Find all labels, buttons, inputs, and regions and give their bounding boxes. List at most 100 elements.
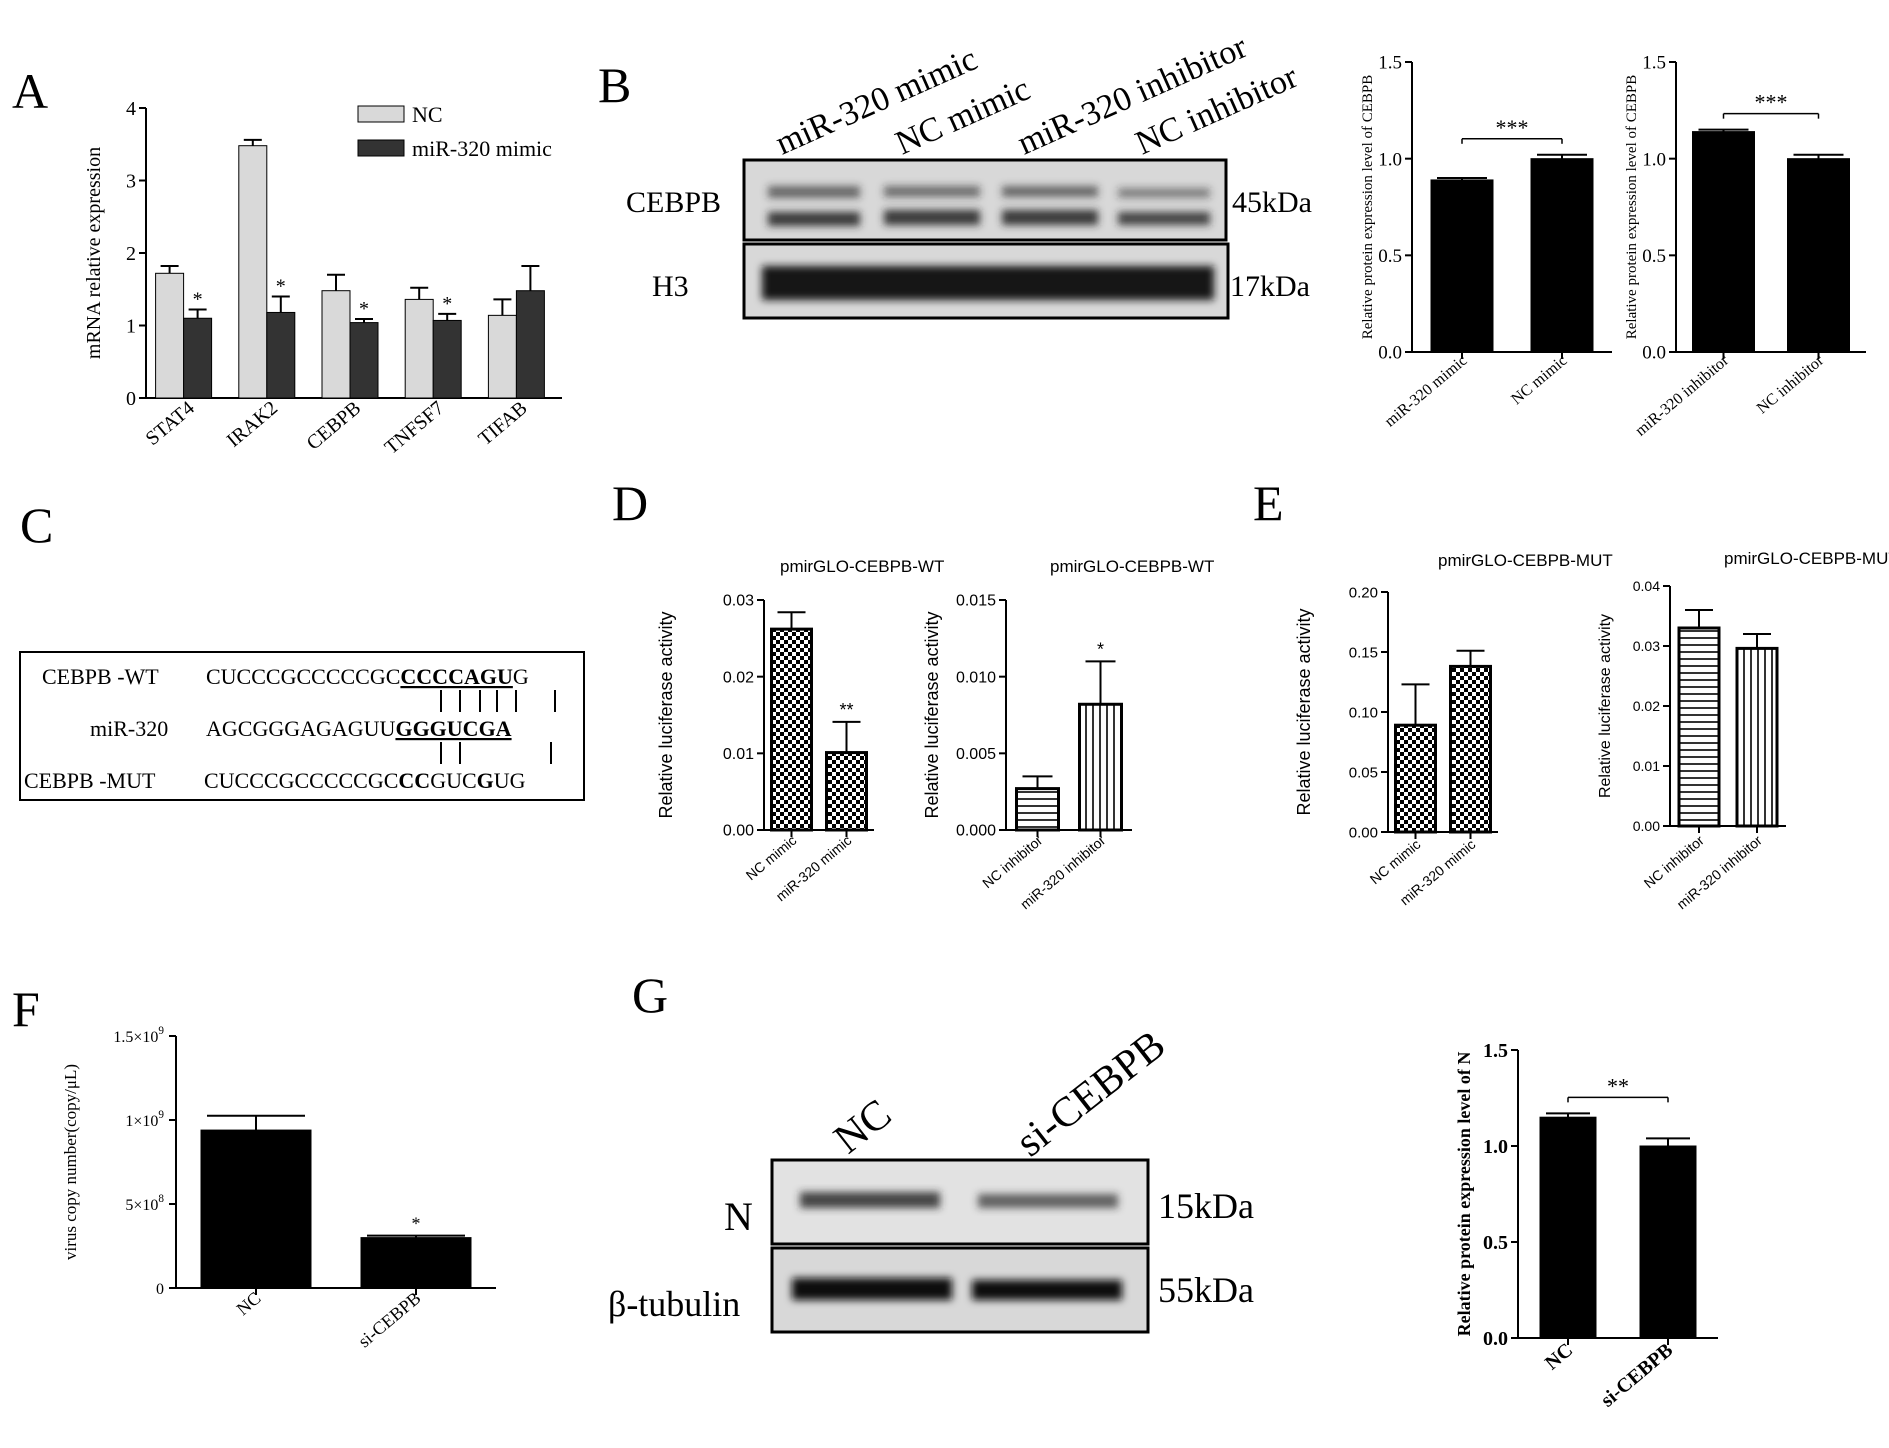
y-tick-label: 1.0 — [1378, 149, 1402, 170]
panel-letter-f: F — [12, 981, 40, 1037]
sequence-box — [19, 651, 585, 801]
significance-mark: * — [1097, 639, 1104, 659]
panel-letter-b: B — [598, 57, 631, 113]
y-axis-label: virus copy number(copy/μL) — [61, 1064, 80, 1260]
panel-letter-e: E — [1253, 475, 1284, 531]
bar — [321, 290, 351, 399]
y-tick-label: 1.5 — [1642, 53, 1666, 74]
chart-d2: 0.000 0.005 0.010 0.015 Relative luciferase … — [922, 557, 1214, 912]
seq-row-label: miR-320 — [90, 716, 168, 741]
bar — [200, 1129, 312, 1289]
bar — [1539, 1116, 1597, 1339]
y-tick-label: 0.02 — [723, 669, 754, 686]
y-tick-label: 0.20 — [1349, 584, 1378, 601]
blot-b-row-label: CEBPB — [626, 186, 721, 219]
y-tick-label: 0.01 — [1633, 758, 1660, 774]
x-tick-label: miR-320 inhibitor — [1632, 352, 1732, 440]
y-tick-label: 0.015 — [956, 593, 996, 610]
significance-mark: *** — [1755, 90, 1788, 115]
legend-a: NC miR-320 mimic — [357, 102, 552, 161]
y-tick-label: 0.05 — [1349, 764, 1378, 781]
bar — [360, 1237, 472, 1289]
chart-d1: 0.00 0.01 0.02 0.03 Relative luciferase acti… — [656, 557, 944, 904]
y-tick-label: 1.5 — [1483, 1040, 1508, 1062]
y-tick-label: 0.01 — [723, 746, 754, 763]
bar — [1530, 158, 1594, 353]
chart-f: 0 5×108 1×109 1.5×109 virus copy number(copy… — [61, 1025, 496, 1351]
bar — [238, 145, 268, 399]
y-tick-label: 0.0 — [1378, 343, 1402, 364]
bar — [1449, 664, 1492, 834]
sequence-alignment-c: CEBPB -WT miR-320 CEBPB -MUT CUCCCGCCCCC… — [19, 651, 585, 801]
y-tick-label: 0.005 — [956, 746, 996, 763]
x-tick-label: si-CEBPB — [1597, 1339, 1678, 1412]
x-tick-label: CEBPB — [303, 397, 366, 455]
seq-row-label: CEBPB -WT — [42, 664, 159, 689]
significance-mark: * — [412, 1214, 421, 1234]
y-tick-label: 0.5 — [1378, 246, 1402, 267]
y-tick-label: 3 — [126, 171, 136, 193]
bar — [1639, 1145, 1697, 1339]
y-axis-label: Relative luciferase activity — [1294, 608, 1314, 815]
x-tick-label: si-CEBPB — [354, 1288, 424, 1352]
chart-title: pmirGLO-CEBPB-WT — [780, 557, 944, 576]
western-blot-g: NC si-CEBPB N β-tubulin 15kDa 55kDa — [608, 1022, 1254, 1334]
bar — [266, 311, 296, 399]
x-tick-label: STAT4 — [142, 397, 199, 450]
significance-mark: * — [359, 298, 369, 320]
panel-letter-a: A — [12, 63, 48, 119]
chart-title: pmirGLO-CEBPB-MUT — [1438, 551, 1613, 570]
seq-pair-lines-bottom — [440, 742, 552, 764]
y-tick-label: 0.5 — [1483, 1232, 1508, 1254]
x-tick-label: NC inhibitor — [1754, 352, 1828, 418]
legend-label-mimic: miR-320 mimic — [412, 136, 552, 161]
x-tick-label: miR-320 mimic — [1382, 352, 1471, 430]
bar — [770, 627, 813, 832]
x-tick-label: NC mimic — [1508, 352, 1570, 408]
bar — [1430, 179, 1494, 353]
x-tick-label: NC inhibitor — [979, 832, 1046, 891]
y-tick-label: 0.0 — [1642, 343, 1666, 364]
x-tick-label: TIFAB — [474, 397, 531, 450]
bar — [432, 319, 462, 399]
blot-g-row-label: N — [724, 1194, 753, 1239]
blot-b-box-cebpb — [742, 158, 1228, 242]
x-tick-label: IRAK2 — [223, 397, 282, 452]
x-tick-label: TNFSF7 — [381, 397, 449, 459]
y-tick-label: 1.5×109 — [113, 1025, 164, 1046]
chart-e1: 0.00 0.05 0.10 0.15 0.20 Relative luciferase … — [1294, 551, 1613, 908]
significance-mark: * — [193, 289, 203, 311]
y-tick-label: 0.00 — [1633, 818, 1660, 834]
y-tick-label: 0.000 — [956, 823, 996, 840]
panel-letter-c: C — [20, 497, 53, 553]
blot-b-bands-h3 — [762, 266, 1214, 300]
significance-mark: * — [442, 293, 452, 315]
chart-title: pmirGLO-CEBPB-WT — [1050, 557, 1214, 576]
bar — [404, 298, 434, 399]
y-tick-label: 1×109 — [125, 1109, 164, 1130]
panel-letter-d: D — [612, 475, 648, 531]
y-tick-label: 1.0 — [1642, 149, 1666, 170]
y-tick-label: 0.10 — [1349, 704, 1378, 721]
legend-label-nc: NC — [412, 102, 443, 127]
bar — [1787, 158, 1850, 353]
blot-g-bands-n — [800, 1192, 1118, 1208]
bar — [825, 751, 868, 832]
blot-g-bands-tubulin — [792, 1278, 1122, 1300]
y-axis-label: mRNA relative expression — [83, 147, 105, 359]
blot-g-size-label: 15kDa — [1158, 1186, 1254, 1226]
blot-b-bands-cebpb — [768, 186, 1210, 226]
y-tick-label: 0.5 — [1642, 246, 1666, 267]
y-tick-label: 0.04 — [1633, 578, 1660, 594]
y-tick-label: 0.010 — [956, 669, 996, 686]
y-tick-label: 5×108 — [125, 1193, 164, 1214]
y-tick-label: 0.03 — [723, 593, 754, 610]
bar — [1015, 787, 1060, 832]
x-tick-label: NC — [1541, 1339, 1577, 1374]
seq-row-label: CEBPB -MUT — [24, 768, 156, 793]
y-axis-label: Relative protein expression level of CEB… — [1624, 75, 1640, 340]
significance-mark: *** — [1496, 115, 1529, 140]
legend-swatch-mimic — [357, 139, 405, 157]
